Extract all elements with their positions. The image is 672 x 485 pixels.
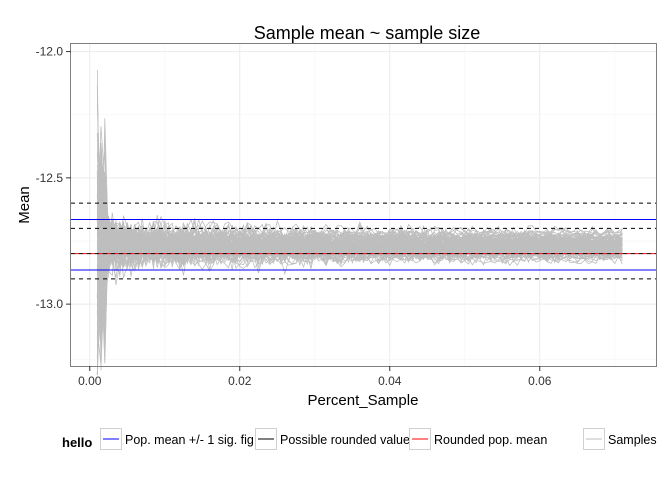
sample-line (96, 219, 623, 341)
sample-line (96, 172, 623, 287)
x-axis: 0.00 0.02 0.04 0.06 (78, 366, 552, 388)
sample-line (96, 142, 623, 299)
x-tick-label: 0.02 (228, 374, 252, 388)
y-tick-label: -12.0 (36, 45, 64, 59)
x-axis-label: Percent_Sample (308, 392, 419, 409)
legend: hello Pop. mean +/- 1 sig. fig. Possible … (62, 428, 657, 450)
sample-line (96, 177, 623, 358)
sample-line (96, 191, 623, 360)
plot-border (70, 43, 657, 367)
legend-label: Rounded pop. mean (434, 433, 547, 447)
y-tick-label: -12.5 (36, 171, 64, 185)
sample-line (96, 85, 623, 312)
reference-lines (71, 202, 656, 280)
sample-line (96, 160, 623, 307)
sample-line (96, 228, 623, 320)
x-tick-label: 0.00 (78, 374, 102, 388)
legend-label: Samples (608, 433, 657, 447)
sample-line (96, 178, 623, 359)
legend-label: Possible rounded values (280, 433, 416, 447)
sample-lines (96, 69, 623, 375)
sample-line (96, 134, 623, 307)
sample-line (96, 231, 623, 307)
x-tick-label: 0.06 (528, 374, 552, 388)
sample-line (96, 159, 623, 375)
legend-label: Pop. mean +/- 1 sig. fig. (125, 433, 257, 447)
chart-title: Sample mean ~ sample size (254, 23, 481, 43)
sample-line (96, 220, 623, 286)
sample-line (96, 182, 623, 285)
sample-line (96, 204, 623, 375)
sample-line (96, 195, 623, 348)
x-tick-label: 0.04 (378, 374, 402, 388)
y-tick-label: -13.0 (36, 297, 64, 311)
grid (71, 44, 656, 366)
sample-line (96, 69, 623, 358)
y-axis-label: Mean (16, 186, 33, 224)
y-axis: -12.0 -12.5 -13.0 (36, 45, 71, 311)
legend-title: hello (62, 435, 92, 450)
sample-line (96, 177, 623, 284)
sample-line (96, 212, 623, 327)
sample-line (96, 92, 623, 297)
